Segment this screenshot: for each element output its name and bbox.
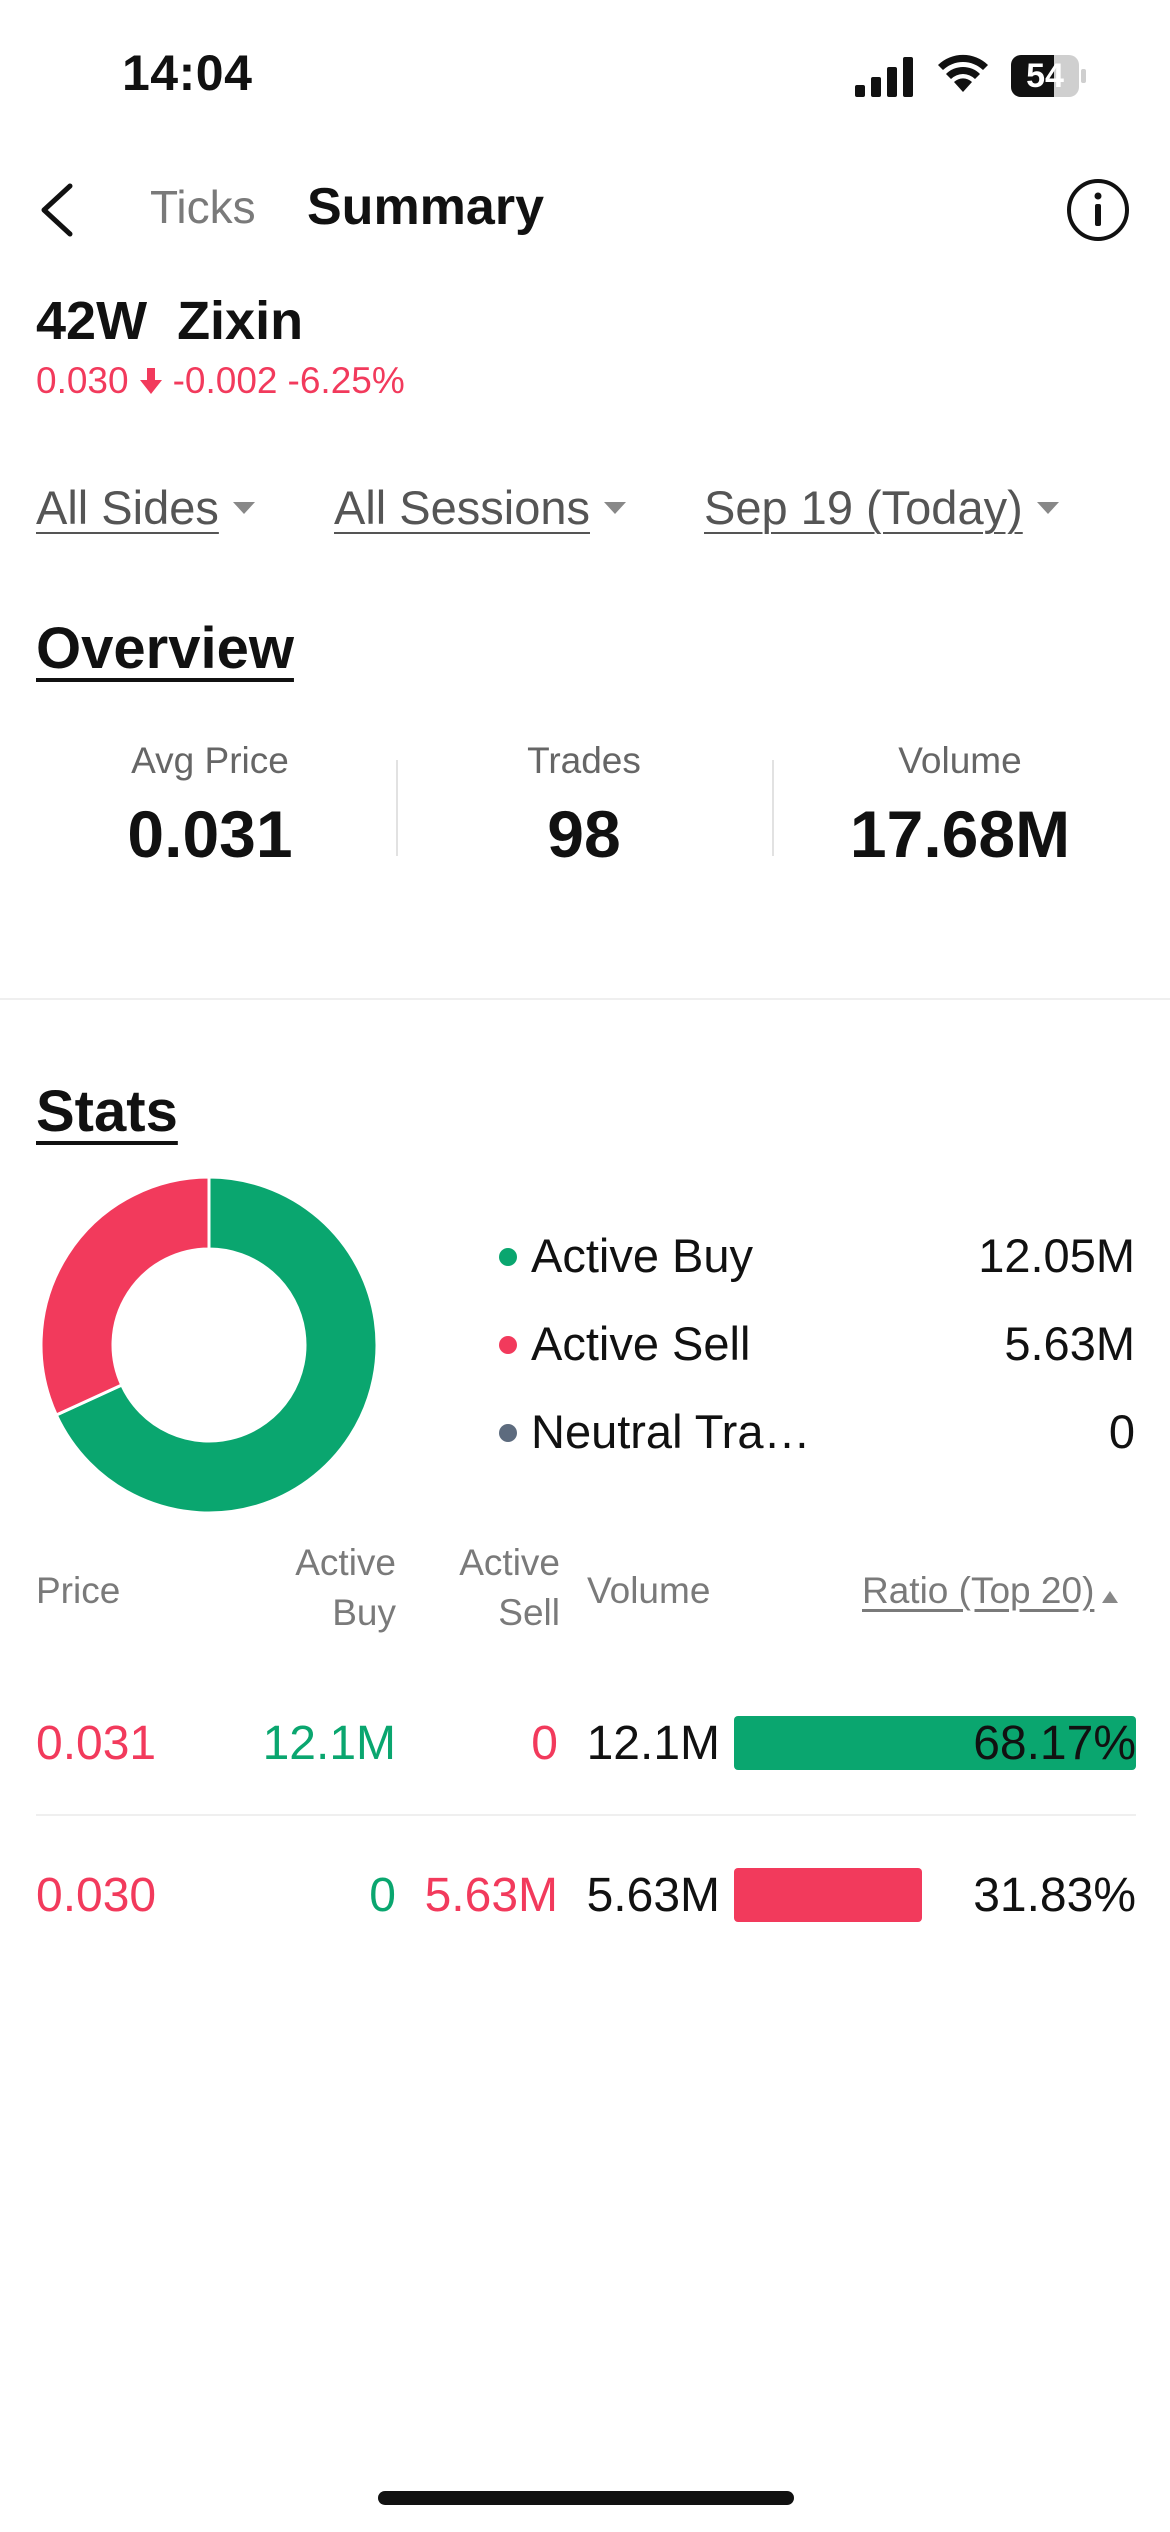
legend-value: 12.05M bbox=[978, 1229, 1135, 1282]
caret-down-icon bbox=[1036, 501, 1059, 514]
col-ratio-label: Ratio (Top 20) bbox=[862, 1570, 1095, 1611]
status-bar: 14:04 54 bbox=[0, 0, 1170, 150]
legend-active-sell: Active Sell 5.63M bbox=[495, 1316, 1135, 1404]
battery-level: 54 bbox=[1026, 57, 1064, 95]
sides-filter-label: All Sides bbox=[36, 481, 219, 534]
caret-down-icon bbox=[232, 501, 255, 514]
stats-legend: Active Buy 12.05M Active Sell 5.63M Neut… bbox=[495, 1228, 1135, 1492]
col-active-sell-line2: Sell bbox=[498, 1592, 560, 1633]
row-active-buy: 0 bbox=[369, 1869, 396, 1922]
col-active-sell: Active Sell bbox=[420, 1538, 560, 1638]
info-icon[interactable] bbox=[1066, 178, 1130, 242]
donut-slice-active-sell bbox=[39, 1175, 211, 1418]
sort-triangle-icon bbox=[1102, 1591, 1119, 1603]
stock-title: 42W Zixin bbox=[36, 290, 303, 352]
trades-label: Trades bbox=[527, 740, 641, 781]
col-volume: Volume bbox=[587, 1570, 711, 1611]
row-active-sell: 5.63M bbox=[424, 1869, 558, 1922]
sessions-filter-label: All Sessions bbox=[334, 481, 590, 534]
volume-metric: Volume 17.68M bbox=[770, 740, 1150, 872]
date-filter[interactable]: Sep 19 (Today) bbox=[704, 480, 1059, 535]
ratio-bar bbox=[734, 1868, 922, 1922]
col-ratio-sort[interactable]: Ratio (Top 20) bbox=[862, 1566, 1119, 1616]
table-row[interactable]: 0.030 0 5.63M 5.63M 31.83% bbox=[0, 1840, 1170, 1950]
stock-code: 42W bbox=[36, 291, 148, 351]
row-active-buy: 12.1M bbox=[262, 1717, 396, 1770]
col-active-sell-line1: Active bbox=[459, 1542, 560, 1583]
stock-price: 0.030 bbox=[36, 360, 129, 401]
stock-change: -0.002 bbox=[172, 360, 278, 401]
home-indicator[interactable] bbox=[378, 2491, 794, 2505]
overview-title[interactable]: Overview bbox=[36, 616, 294, 681]
legend-label: Active Buy bbox=[531, 1229, 754, 1282]
stock-name: Zixin bbox=[177, 291, 304, 351]
filter-bar: All Sides All Sessions Sep 19 (Today) bbox=[0, 480, 1170, 540]
row-volume: 5.63M bbox=[586, 1869, 720, 1922]
trades-value: 98 bbox=[547, 797, 621, 871]
ratio-bar bbox=[734, 1716, 1136, 1770]
legend-label: Neutral Tra… bbox=[531, 1405, 811, 1458]
row-divider bbox=[36, 1814, 1136, 1816]
legend-label: Active Sell bbox=[531, 1317, 751, 1370]
tab-summary[interactable]: Summary bbox=[307, 178, 544, 236]
volume-label: Volume bbox=[898, 740, 1022, 781]
battery-icon: 54 bbox=[1010, 54, 1088, 98]
section-divider bbox=[0, 998, 1170, 1000]
metric-divider bbox=[772, 760, 774, 856]
volume-value: 17.68M bbox=[849, 797, 1071, 871]
donut-slice-active-buy bbox=[54, 1175, 379, 1515]
row-ratio: 68.17% bbox=[973, 1717, 1136, 1770]
sides-filter[interactable]: All Sides bbox=[36, 480, 255, 535]
stats-title[interactable]: Stats bbox=[36, 1079, 178, 1144]
row-volume: 12.1M bbox=[586, 1717, 720, 1770]
table-header: Price Active Buy Active Sell Volume Rati… bbox=[0, 1538, 1170, 1648]
stock-change-pct: -6.25% bbox=[287, 360, 405, 401]
col-price: Price bbox=[36, 1570, 121, 1611]
avg-price-value: 0.031 bbox=[127, 797, 293, 871]
caret-down-icon bbox=[604, 501, 626, 514]
buy-dot-icon bbox=[499, 1248, 517, 1266]
wifi-icon bbox=[938, 54, 988, 92]
avg-price-label: Avg Price bbox=[131, 740, 289, 781]
stats-donut-chart bbox=[39, 1175, 379, 1515]
cellular-signal-icon bbox=[855, 57, 913, 97]
row-active-sell: 0 bbox=[531, 1717, 558, 1770]
table-row[interactable]: 0.031 12.1M 0 12.1M 68.17% bbox=[0, 1688, 1170, 1798]
row-ratio: 31.83% bbox=[973, 1869, 1136, 1922]
nav-bar: Ticks Summary bbox=[0, 160, 1170, 260]
overview-metrics: Avg Price 0.031 Trades 98 Volume 17.68M bbox=[0, 740, 1170, 880]
sessions-filter[interactable]: All Sessions bbox=[334, 480, 626, 535]
avg-price-metric: Avg Price 0.031 bbox=[20, 740, 400, 872]
sell-dot-icon bbox=[499, 1336, 517, 1354]
col-active-buy-line2: Buy bbox=[332, 1592, 396, 1633]
tab-ticks[interactable]: Ticks bbox=[150, 181, 256, 233]
legend-neutral: Neutral Tra… 0 bbox=[495, 1404, 1135, 1492]
status-time: 14:04 bbox=[122, 45, 253, 101]
down-arrow-icon bbox=[139, 368, 162, 394]
row-price: 0.031 bbox=[36, 1717, 157, 1770]
neutral-dot-icon bbox=[499, 1424, 517, 1442]
stock-quote: 0.030 -0.002 -6.25% bbox=[36, 360, 405, 402]
legend-value: 5.63M bbox=[1004, 1317, 1135, 1370]
row-price: 0.030 bbox=[36, 1869, 157, 1922]
col-active-buy: Active Buy bbox=[240, 1538, 396, 1638]
back-chevron-icon[interactable] bbox=[36, 180, 80, 240]
legend-active-buy: Active Buy 12.05M bbox=[495, 1228, 1135, 1316]
metric-divider bbox=[396, 760, 398, 856]
date-filter-label: Sep 19 (Today) bbox=[704, 481, 1023, 534]
trades-metric: Trades 98 bbox=[394, 740, 774, 872]
col-active-buy-line1: Active bbox=[295, 1542, 396, 1583]
legend-value: 0 bbox=[1108, 1405, 1135, 1458]
